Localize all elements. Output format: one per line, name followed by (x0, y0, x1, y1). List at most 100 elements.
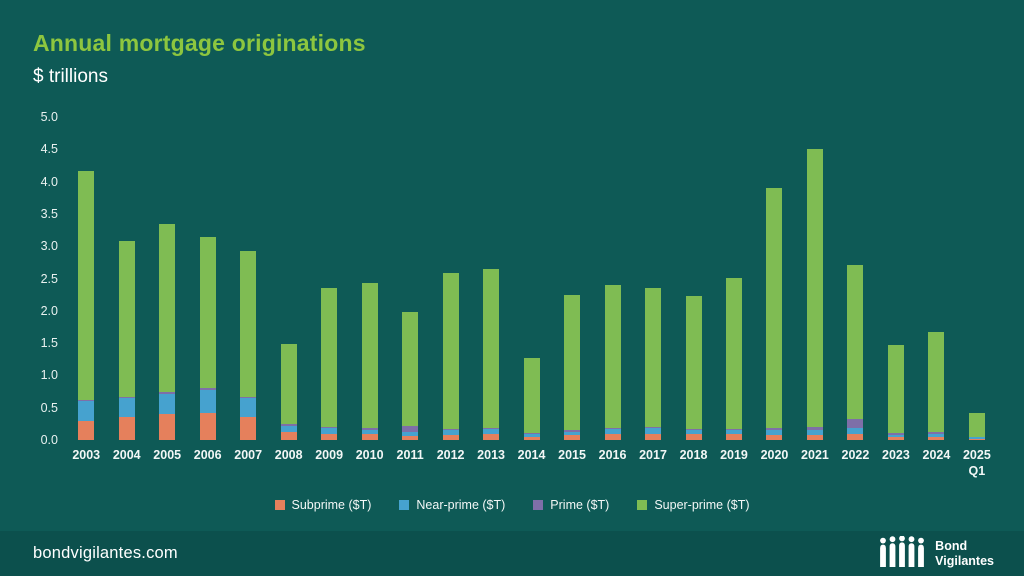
logo-line-1: Bond (935, 538, 968, 553)
x-tick-label: 2012 (436, 448, 465, 462)
bar-segment (402, 431, 419, 436)
bar-segment (968, 412, 985, 437)
bar-segment (766, 188, 783, 429)
bar-column (187, 117, 227, 440)
bar-segment (483, 427, 500, 429)
bar-column (633, 117, 673, 440)
x-tick-label: 2013 (477, 448, 505, 462)
bar-column (835, 117, 875, 440)
legend-label: Super-prime ($T) (654, 498, 750, 512)
bar-segment (725, 434, 742, 440)
bar-segment (199, 412, 216, 440)
bar-column (66, 117, 106, 440)
bar-segment (442, 273, 459, 430)
chart-title: Annual mortgage originations (33, 30, 366, 56)
legend-label: Near-prime ($T) (416, 498, 506, 512)
bar-segment (280, 432, 297, 440)
x-tick-label: 2011 (396, 448, 424, 462)
bar-segment (240, 398, 257, 418)
legend-label: Subprime ($T) (291, 498, 372, 512)
bar-segment (928, 436, 945, 440)
bar-segment (442, 429, 459, 431)
y-tick-label: 3.0 (40, 239, 58, 254)
bar-segment (725, 429, 742, 431)
stacked-bar (118, 241, 135, 440)
x-tick-label: 2006 (193, 448, 222, 462)
stacked-bar (968, 412, 985, 440)
bar-segment (321, 433, 338, 440)
bar-segment (645, 433, 662, 440)
bar-segment (402, 435, 419, 440)
legend-item: Prime ($T) (533, 498, 609, 512)
bar-column (795, 117, 835, 440)
bar-segment (766, 430, 783, 435)
stacked-bar (523, 358, 540, 440)
stacked-bar (847, 264, 864, 440)
x-tick-label: 2025 Q1 (962, 448, 991, 478)
bar-column (511, 117, 551, 440)
stacked-bar (766, 188, 783, 440)
bar-segment (240, 417, 257, 440)
people-icon (878, 535, 926, 572)
stacked-bar (321, 288, 338, 440)
bar-segment (806, 149, 823, 428)
bar-segment (685, 429, 702, 431)
bar-column (268, 117, 308, 440)
bar-column (673, 117, 713, 440)
chart-subtitle: $ trillions (33, 66, 108, 87)
legend-item: Near-prime ($T) (399, 498, 505, 512)
legend-item: Super-prime ($T) (637, 498, 750, 512)
bar-segment (78, 401, 95, 421)
stacked-bar (645, 288, 662, 440)
bar-segment (564, 295, 581, 431)
plot-area (66, 117, 997, 440)
x-tick-label: 2020 (760, 448, 789, 462)
y-axis: 0.0 0.5 1.0 1.5 2.0 2.5 3.0 3.5 4.0 4.5 5.0 (14, 110, 58, 447)
bar-segment (159, 392, 176, 394)
x-tick-label: 2019 (720, 448, 748, 462)
bar-segment (442, 434, 459, 440)
bar-segment (361, 428, 378, 430)
bar-segment (78, 420, 95, 440)
stacked-bar (442, 273, 459, 440)
x-tick-label: 2010 (355, 448, 384, 462)
bar-segment (240, 396, 257, 399)
stacked-bar (361, 283, 378, 440)
bar-segment (118, 417, 135, 440)
bar-segment (604, 429, 621, 434)
bar-segment (604, 427, 621, 429)
bar-segment (523, 436, 540, 440)
bar-segment (806, 427, 823, 431)
legend-marker (533, 500, 544, 510)
stacked-bar (685, 295, 702, 440)
x-tick-label: 2021 (801, 448, 829, 462)
x-tick-label: 2003 (72, 448, 101, 462)
bar-segment (968, 436, 985, 438)
bar-segment (118, 398, 135, 418)
bar-segment (523, 432, 540, 435)
bar-segment (645, 288, 662, 428)
y-tick-label: 0.5 (40, 400, 58, 415)
bar-segment (118, 241, 135, 397)
x-tick-label: 2005 (153, 448, 182, 462)
site-url: bondvigilantes.com (33, 544, 178, 562)
bar-segment (564, 430, 581, 432)
x-tick-label: 2024 (922, 448, 951, 462)
stacked-bar (928, 332, 945, 440)
x-axis: 2003 2004 2005 2006 2007 2008 2009 2010 2011 2012… (66, 448, 997, 479)
bar-segment (928, 332, 945, 432)
x-tick-label: 2015 (558, 448, 586, 462)
bar-segment (968, 437, 985, 439)
x-tick-label: 2014 (517, 448, 546, 462)
bar-segment (806, 434, 823, 440)
bar-segment (847, 418, 864, 429)
legend-label: Prime ($T) (550, 498, 610, 512)
bar-column (390, 117, 430, 440)
stacked-bar (564, 295, 581, 440)
y-tick-label: 2.5 (40, 271, 58, 286)
x-tick-label: 2008 (274, 448, 303, 462)
bar-segment (604, 284, 621, 428)
y-tick-label: 1.5 (40, 336, 58, 351)
bar-segment (847, 428, 864, 434)
